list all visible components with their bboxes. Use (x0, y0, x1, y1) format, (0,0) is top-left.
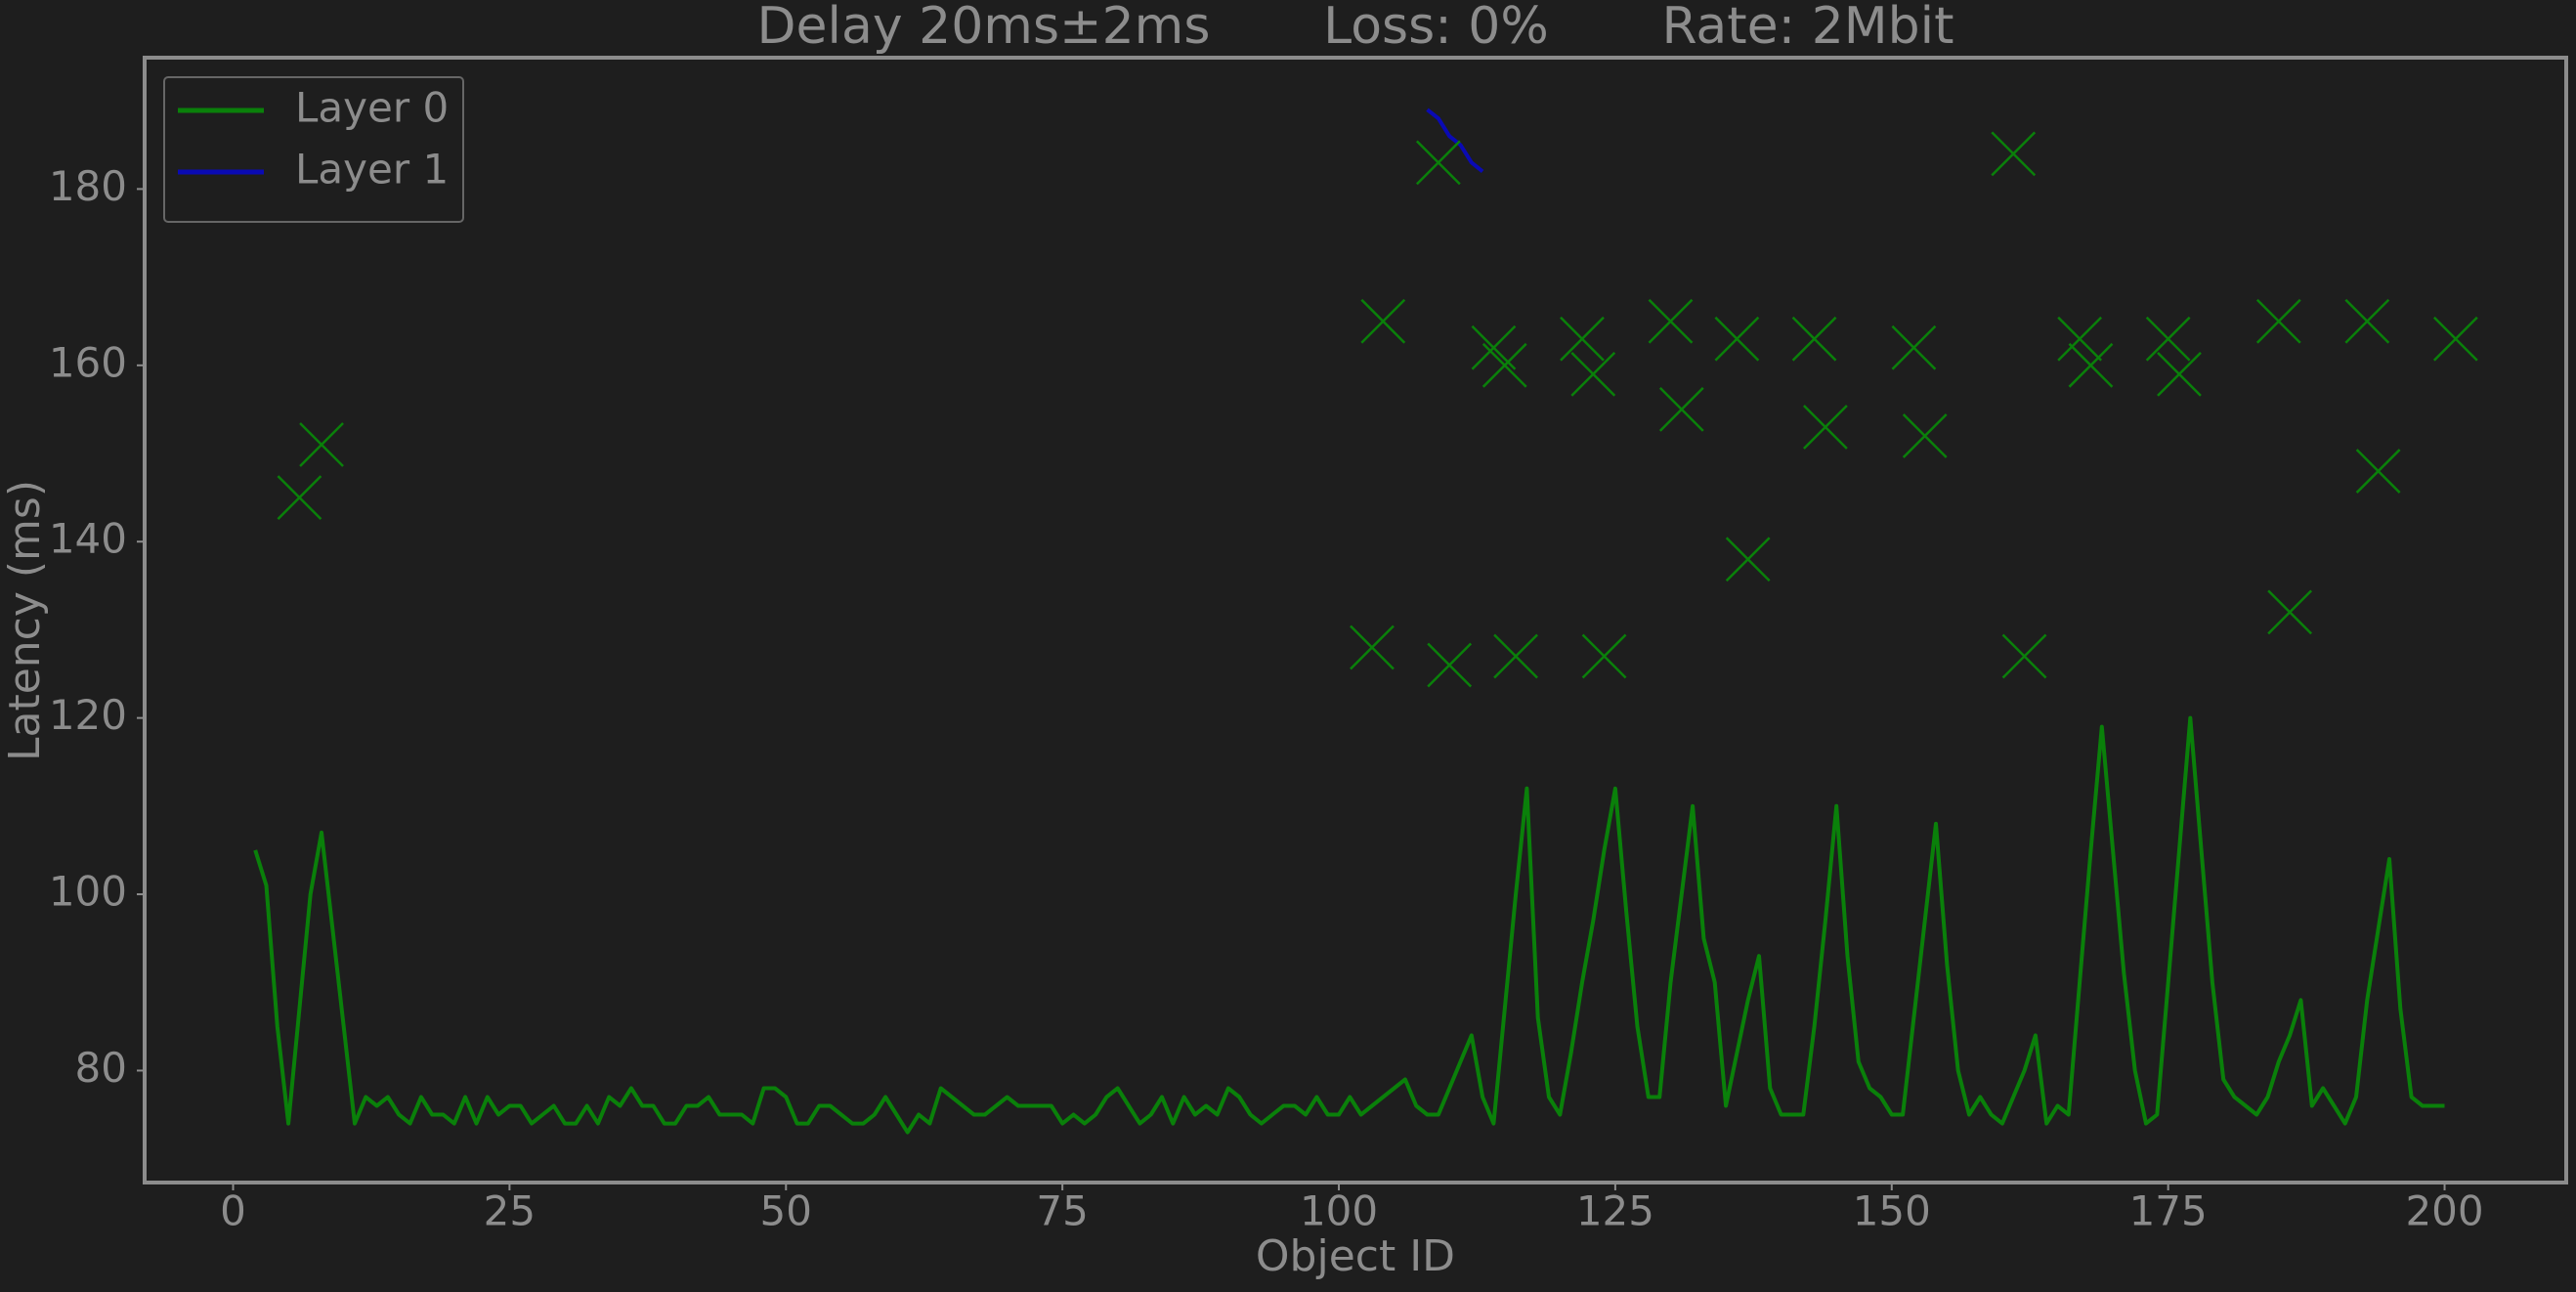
x-tick-label: 200 (2405, 1187, 2483, 1235)
x-marker (1648, 298, 1694, 344)
x-marker (1581, 633, 1627, 679)
axes-frame (143, 56, 2568, 1184)
x-marker (1891, 324, 1937, 370)
x-marker (2255, 298, 2301, 344)
x-axis-label: Object ID (1256, 1231, 1455, 1281)
x-marker (1493, 633, 1538, 679)
y-tick-label: 180 (49, 162, 127, 210)
x-marker (1570, 351, 1616, 397)
x-tick-label: 175 (2129, 1187, 2208, 1235)
x-marker (1902, 413, 1948, 458)
x-marker (299, 422, 344, 467)
line-series (1426, 108, 1484, 173)
x-tick-label: 150 (1853, 1187, 1931, 1235)
x-marker (2432, 316, 2478, 362)
y-tick-label: 80 (75, 1044, 127, 1092)
x-marker (2344, 298, 2390, 344)
x-marker (2355, 449, 2401, 494)
x-marker (1415, 140, 1461, 186)
x-marker (2267, 589, 2313, 635)
x-marker (2145, 316, 2191, 362)
x-marker (2157, 351, 2202, 397)
x-tick-label: 50 (760, 1187, 812, 1235)
x-marker (277, 475, 322, 521)
x-marker (1714, 316, 1760, 362)
x-tick-label: 25 (484, 1187, 536, 1235)
chart-title: Delay 20ms±2ms Loss: 0% Rate: 2Mbit (756, 0, 1953, 56)
legend-box (163, 76, 464, 223)
x-marker (1991, 131, 2037, 177)
y-axis-label: Latency (ms) (0, 480, 50, 761)
y-tick-label: 100 (49, 868, 127, 916)
x-tick-label: 125 (1576, 1187, 1654, 1235)
x-tick-label: 0 (220, 1187, 246, 1235)
x-tick-label: 100 (1300, 1187, 1378, 1235)
x-tick-label: 75 (1036, 1187, 1088, 1235)
legend-label: Layer 1 (295, 146, 449, 194)
y-tick-label: 120 (49, 691, 127, 739)
x-marker (1427, 642, 1473, 688)
x-marker (2068, 342, 2114, 388)
line-series (253, 715, 2445, 1135)
x-marker (1360, 298, 1406, 344)
x-marker (1725, 537, 1771, 582)
x-marker (1481, 342, 1527, 388)
x-marker (1658, 387, 1704, 432)
x-marker (2057, 316, 2103, 362)
x-marker (1791, 316, 1837, 362)
y-tick-label: 140 (49, 515, 127, 563)
x-marker (1560, 316, 1605, 362)
legend-label: Layer 0 (295, 84, 449, 132)
x-marker (2001, 633, 2047, 679)
y-tick-label: 160 (49, 338, 127, 386)
x-marker (1803, 405, 1848, 450)
x-marker (1350, 624, 1395, 670)
